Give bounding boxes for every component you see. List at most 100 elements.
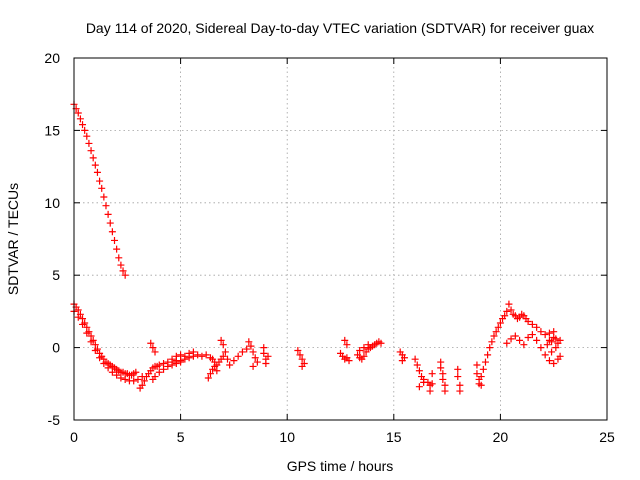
data-point	[211, 362, 219, 370]
data-point	[243, 345, 251, 353]
data-point	[516, 336, 524, 344]
data-point	[238, 348, 246, 356]
data-point	[91, 161, 99, 169]
y-tick-label: 5	[52, 267, 60, 283]
data-point	[121, 271, 129, 279]
x-tick-label: 25	[599, 429, 615, 445]
data-point	[151, 373, 159, 381]
data-point	[74, 109, 82, 117]
data-point	[198, 352, 206, 360]
data-point	[343, 341, 351, 349]
data-point	[221, 348, 229, 356]
data-point	[134, 375, 142, 383]
data-point	[113, 371, 121, 379]
data-point	[93, 168, 101, 176]
data-point	[484, 351, 492, 359]
data-point	[121, 375, 129, 383]
data-point	[164, 362, 172, 370]
data-point	[360, 344, 368, 352]
data-point	[548, 338, 556, 346]
data-point	[74, 313, 82, 321]
data-point	[149, 344, 157, 352]
data-point	[454, 373, 462, 381]
data-point	[108, 228, 116, 236]
data-point	[360, 352, 368, 360]
data-point	[415, 383, 423, 391]
data-point	[113, 245, 121, 253]
y-tick-label: 10	[44, 195, 60, 211]
data-point	[548, 348, 556, 356]
data-point	[172, 352, 180, 360]
data-point	[552, 335, 560, 343]
data-point	[490, 332, 498, 340]
data-point	[81, 126, 89, 134]
data-point	[111, 236, 119, 244]
y-tick-label: 20	[44, 50, 60, 66]
data-point	[345, 357, 353, 365]
data-point	[507, 335, 515, 343]
data-point	[245, 338, 253, 346]
data-point	[83, 132, 91, 140]
data-point	[481, 358, 489, 366]
x-axis-label: GPS time / hours	[287, 458, 394, 474]
data-point	[76, 115, 84, 123]
data-point	[138, 381, 146, 389]
data-point	[247, 342, 255, 350]
data-point	[181, 352, 189, 360]
chart-title: Day 114 of 2020, Sidereal Day-to-day VTE…	[86, 20, 594, 36]
data-point	[185, 349, 193, 357]
data-point	[533, 323, 541, 331]
data-point	[537, 328, 545, 336]
data-point	[413, 361, 421, 369]
data-point	[420, 375, 428, 383]
series-satellite-arc-late-right	[543, 333, 564, 356]
data-point	[541, 331, 549, 339]
data-point	[202, 351, 210, 359]
data-point	[537, 344, 545, 352]
data-point	[341, 336, 349, 344]
data-point	[117, 374, 125, 382]
x-tick-label: 20	[493, 429, 509, 445]
data-point	[177, 351, 185, 359]
data-point	[556, 352, 564, 360]
data-point	[541, 351, 549, 359]
data-point	[505, 300, 513, 308]
data-point	[377, 339, 385, 347]
data-point	[533, 336, 541, 344]
data-point	[206, 370, 214, 378]
data-point	[83, 329, 91, 337]
data-point	[230, 357, 238, 365]
data-point	[132, 368, 140, 376]
data-point	[262, 360, 270, 368]
data-point	[260, 349, 268, 357]
data-point	[411, 355, 419, 363]
series-satellite-arc-late-lower	[503, 331, 564, 368]
data-point	[79, 121, 87, 129]
data-point	[428, 380, 436, 388]
data-point	[298, 362, 306, 370]
data-point	[503, 339, 511, 347]
data-point	[102, 202, 110, 210]
data-point	[543, 341, 551, 349]
data-point	[249, 348, 257, 356]
data-point	[194, 351, 202, 359]
data-point	[177, 358, 185, 366]
data-point	[511, 332, 519, 340]
data-point	[524, 333, 532, 341]
data-point	[219, 352, 227, 360]
data-point	[545, 357, 553, 365]
data-point	[89, 154, 97, 162]
data-point	[439, 375, 447, 383]
data-point	[473, 361, 481, 369]
data-point	[151, 348, 159, 356]
data-point	[503, 307, 511, 315]
data-point	[488, 338, 496, 346]
data-point	[528, 331, 536, 339]
data-point	[91, 346, 99, 354]
data-point	[204, 374, 212, 382]
y-tick-label: 15	[44, 122, 60, 138]
x-tick-label: 10	[279, 429, 295, 445]
data-point	[253, 358, 261, 366]
data-point	[234, 352, 242, 360]
data-point	[217, 336, 225, 344]
